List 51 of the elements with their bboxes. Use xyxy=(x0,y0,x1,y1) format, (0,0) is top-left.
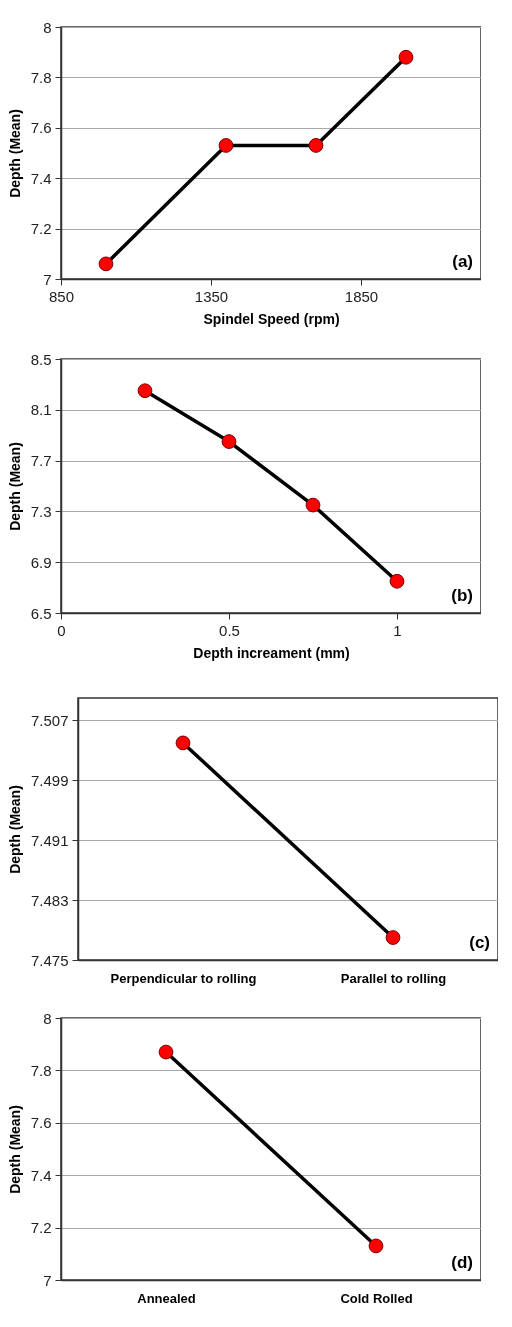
point xyxy=(218,138,234,153)
y-tick-label: 7.507 xyxy=(30,711,69,729)
y-tick-label: 7.475 xyxy=(30,951,69,969)
y-tick-label: 8 xyxy=(43,18,52,36)
y-tick-label: 7.6 xyxy=(30,1114,52,1132)
annotation: (a) xyxy=(452,252,473,271)
y-tick-label: 7.4 xyxy=(30,169,52,187)
y-tick-label: 7.7 xyxy=(30,452,52,470)
y-tick-label: 7 xyxy=(43,1271,52,1289)
y-axis-title: Depth (Mean) xyxy=(6,1105,23,1194)
y-axis-title: Depth (Mean) xyxy=(6,109,23,198)
y-tick-label: 7.2 xyxy=(30,220,52,238)
x-tick-label: 1350 xyxy=(194,287,229,305)
x-axis-title: Spindel Speed (rpm) xyxy=(203,310,340,327)
x-axis-title: Depth increament (mm) xyxy=(193,644,350,661)
y-tick-label: 7.483 xyxy=(30,891,69,909)
x-tick-label: 1 xyxy=(393,621,402,639)
x-tick-label: 0.5 xyxy=(219,621,240,639)
x-tick-label: Annealed xyxy=(137,1290,196,1306)
y-tick-label: 8 xyxy=(43,1009,52,1027)
y-axis-title: Depth (Mean) xyxy=(6,442,23,531)
y-tick-label: 7.4 xyxy=(30,1166,52,1184)
annotation: (c) xyxy=(469,933,490,952)
y-axis-title: Depth (Mean) xyxy=(6,785,23,874)
point xyxy=(398,49,414,65)
y-tick-label: 7.8 xyxy=(30,1061,52,1079)
point xyxy=(305,497,321,513)
y-tick-label: 7.491 xyxy=(30,831,69,849)
annotation: (b) xyxy=(451,586,473,605)
point xyxy=(221,434,237,449)
x-tick-label: 1850 xyxy=(344,287,379,305)
x-tick-label: Cold Rolled xyxy=(340,1290,413,1306)
point xyxy=(389,573,405,589)
y-tick-label: 6.9 xyxy=(30,553,52,571)
y-tick-label: 8.1 xyxy=(30,401,52,419)
y-tick-label: 7.2 xyxy=(30,1219,52,1237)
point xyxy=(98,256,114,272)
x-tick-label: 0 xyxy=(57,621,66,639)
y-tick-label: 7.8 xyxy=(30,68,52,86)
y-tick-label: 7.3 xyxy=(30,502,52,520)
x-tick-label: Perpendicular to rolling xyxy=(110,970,257,986)
annotation: (d) xyxy=(451,1253,473,1272)
y-tick-label: 7.6 xyxy=(30,119,52,137)
x-tick-label: 850 xyxy=(48,287,75,305)
y-tick-label: 8.5 xyxy=(30,350,52,368)
point xyxy=(137,383,153,399)
y-tick-label: 7 xyxy=(43,270,52,288)
x-tick-label: Parallel to rolling xyxy=(340,970,447,986)
y-tick-label: 7.499 xyxy=(30,771,69,789)
y-tick-label: 6.5 xyxy=(30,604,52,622)
point xyxy=(308,138,324,153)
